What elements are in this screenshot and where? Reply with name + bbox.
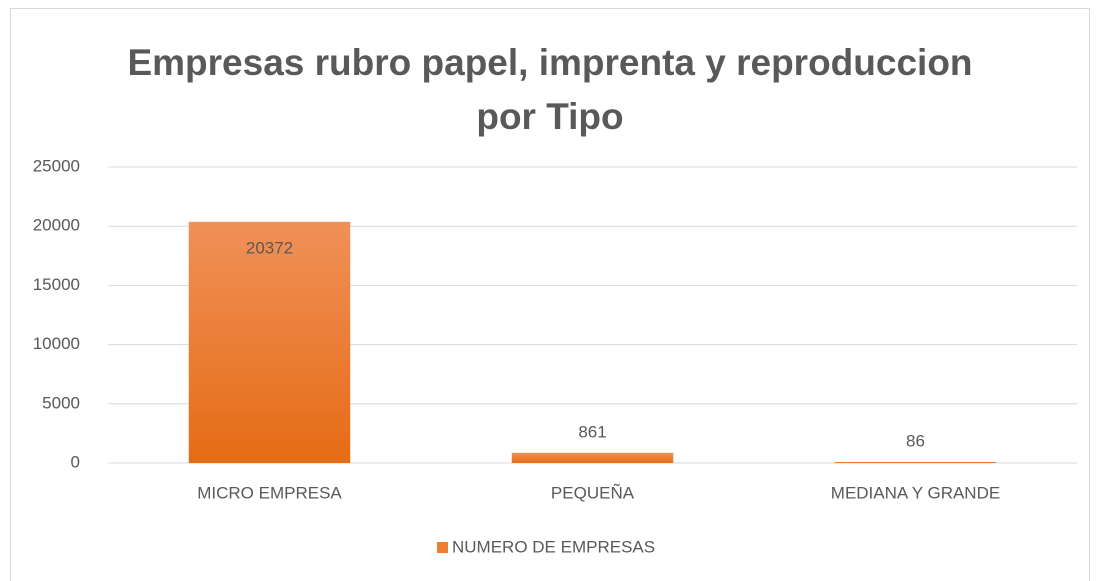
data-label: 861 xyxy=(578,422,606,441)
chart-title: Empresas rubro papel, imprenta y reprodu… xyxy=(127,42,973,137)
legend-swatch xyxy=(437,542,448,553)
x-tick-label: MICRO EMPRESA xyxy=(197,483,342,502)
y-tick-label: 15000 xyxy=(33,275,80,294)
bar xyxy=(834,461,997,463)
y-tick-label: 0 xyxy=(71,452,80,471)
y-tick-label: 25000 xyxy=(33,156,80,175)
x-tick-label: PEQUEÑA xyxy=(551,483,635,502)
x-tick-label: MEDIANA Y GRANDE xyxy=(831,483,1000,502)
y-tick-label: 5000 xyxy=(42,393,80,412)
bar xyxy=(188,221,351,463)
y-tick-label: 10000 xyxy=(33,334,80,353)
data-label: 20372 xyxy=(246,238,293,257)
bar xyxy=(511,452,674,463)
data-label: 86 xyxy=(906,431,925,450)
legend-label: NUMERO DE EMPRESAS xyxy=(452,537,655,556)
y-tick-label: 20000 xyxy=(33,216,80,235)
